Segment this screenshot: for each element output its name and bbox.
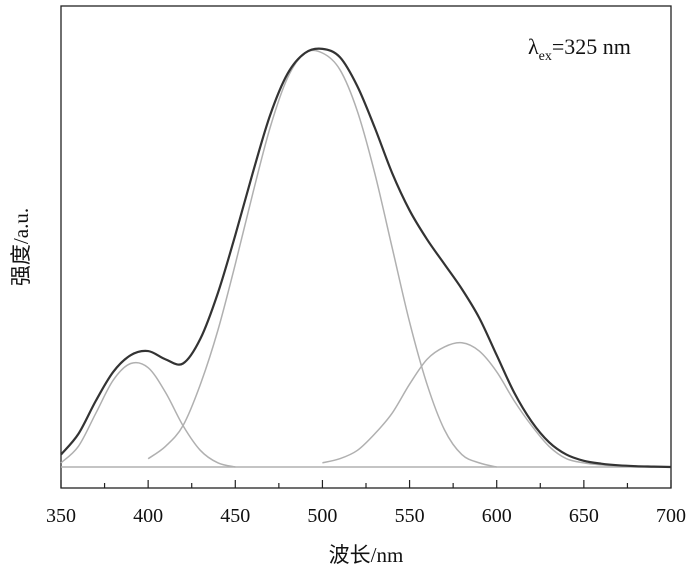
plot-frame [60,5,672,489]
series-line-fitted-peak-3 [322,341,672,468]
x-tick-label: 600 [482,505,512,527]
series-line-total-emission [60,47,672,469]
x-tick-label: 700 [656,505,686,527]
x-tick-label: 450 [220,505,250,527]
series-line-fitted-peak-1 [60,361,236,468]
excitation-annotation: λex=325 nm [528,34,631,64]
x-tick-label: 650 [569,505,599,527]
annotation-subscript: ex [539,49,552,64]
x-tick-label: 350 [46,505,76,527]
x-tick-label: 550 [395,505,425,527]
annotation-symbol: λ [528,34,539,59]
series-line-fitted-peak-2 [147,49,497,468]
x-axis-ticks: 350 400 450 500 550 600 650 700 [46,480,686,527]
annotation-value: =325 nm [552,34,631,59]
x-axis-title: 波长/nm [329,543,404,567]
y-axis-title: 强度/a.u. [9,208,33,286]
x-tick-label: 400 [133,505,163,527]
x-tick-label: 500 [307,505,337,527]
series-layer [60,47,672,469]
